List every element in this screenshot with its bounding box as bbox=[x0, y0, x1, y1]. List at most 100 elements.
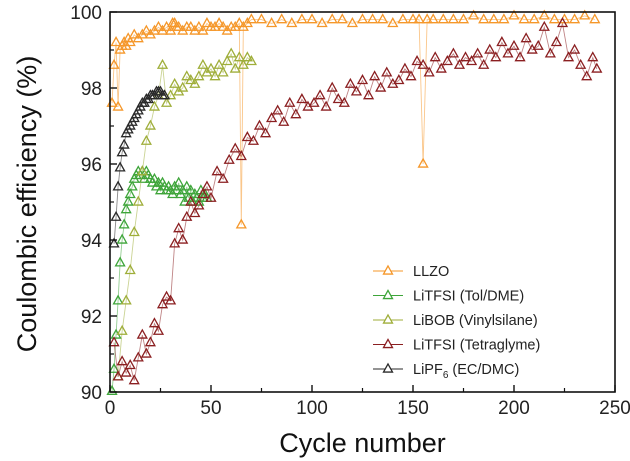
data-point-llzo-100 bbox=[306, 13, 318, 24]
data-point-llzo-230 bbox=[568, 13, 581, 24]
data-point-llzo-175 bbox=[457, 13, 470, 24]
data-point-litfsi-tetraglyme-65 bbox=[235, 150, 247, 161]
data-point-llzo-145 bbox=[397, 13, 409, 24]
data-point-litfsi-tetraglyme-206 bbox=[520, 32, 532, 43]
data-point-litfsi-tetraglyme-221 bbox=[550, 36, 563, 47]
data-point-llzo-240 bbox=[589, 13, 601, 24]
data-point-litfsi-tetraglyme-92 bbox=[290, 108, 302, 119]
data-point-litfsi-tetraglyme-10 bbox=[124, 359, 136, 370]
data-point-litfsi-tetraglyme-119 bbox=[344, 77, 356, 88]
data-point-llzo-140 bbox=[387, 17, 399, 28]
data-point-litfsi-tetraglyme-12 bbox=[128, 374, 140, 385]
data-point-litfsi-tol-dme-6 bbox=[116, 233, 128, 244]
data-point-litfsi-tetraglyme-77 bbox=[259, 127, 272, 138]
data-point-libob-vinylsilane-38 bbox=[181, 70, 193, 81]
legend-label-text: LiTFSI (Tol/DME) bbox=[413, 289, 524, 305]
data-point-libob-vinylsilane-68 bbox=[241, 51, 253, 62]
data-point-llzo-18 bbox=[140, 24, 152, 35]
data-point-litfsi-tetraglyme-167 bbox=[441, 55, 453, 66]
data-point-litfsi-tol-dme-4 bbox=[112, 294, 124, 305]
data-point-litfsi-tol-dme-9 bbox=[122, 195, 134, 206]
data-point-litfsi-tetraglyme-200 bbox=[508, 39, 520, 50]
data-point-lipf6-ec-dmc-5 bbox=[114, 161, 126, 172]
data-point-llzo-170 bbox=[447, 13, 460, 24]
data-point-llzo-56 bbox=[217, 20, 229, 31]
legend-swatch-marker bbox=[382, 362, 394, 373]
data-point-litfsi-tetraglyme-215 bbox=[538, 20, 550, 31]
data-point-litfsi-tol-dme-10 bbox=[124, 188, 136, 199]
data-point-litfsi-tetraglyme-22 bbox=[148, 317, 161, 328]
data-point-litfsi-tetraglyme-104 bbox=[314, 89, 326, 100]
data-point-libob-vinylsilane-60 bbox=[225, 47, 237, 58]
data-point-litfsi-tetraglyme-68 bbox=[241, 131, 253, 142]
data-point-litfsi-tetraglyme-197 bbox=[502, 47, 514, 58]
legend: LLZO LiTFSI (Tol/DME) LiBOB (Vinylsilane) L… bbox=[373, 264, 540, 381]
data-point-litfsi-tetraglyme-4 bbox=[112, 370, 124, 381]
data-point-litfsi-tetraglyme-146 bbox=[399, 62, 411, 73]
data-point-llzo-40 bbox=[185, 20, 197, 31]
data-point-libob-vinylsilane-46 bbox=[197, 58, 209, 69]
data-point-llzo-157 bbox=[421, 13, 433, 24]
data-point-litfsi-tetraglyme-14 bbox=[132, 351, 144, 362]
data-point-llzo-235 bbox=[579, 9, 591, 20]
data-point-litfsi-tetraglyme-2 bbox=[108, 336, 120, 347]
data-point-litfsi-tetraglyme-110 bbox=[326, 81, 338, 92]
data-point-litfsi-tetraglyme-6 bbox=[116, 355, 128, 366]
data-point-litfsi-tetraglyme-20 bbox=[144, 336, 157, 347]
data-point-libob-vinylsilane-62 bbox=[229, 62, 241, 73]
legend-label: LiTFSI (Tetraglyme) bbox=[413, 338, 540, 354]
y-tick-label-92: 92 bbox=[81, 307, 102, 328]
data-point-libob-vinylsilane-70 bbox=[245, 55, 258, 66]
data-point-litfsi-tetraglyme-170 bbox=[447, 47, 460, 58]
data-point-litfsi-tetraglyme-239 bbox=[587, 51, 599, 62]
legend-swatch-marker bbox=[382, 313, 394, 324]
data-point-litfsi-tetraglyme-149 bbox=[405, 70, 417, 81]
series-litfsi-tol-dme bbox=[106, 165, 213, 395]
data-point-llzo-85 bbox=[276, 13, 288, 24]
plot-area bbox=[106, 9, 603, 395]
data-point-litfsi-tetraglyme-74 bbox=[253, 119, 266, 130]
legend-item-litfsi-tol-dme: LiTFSI (Tol/DME) bbox=[373, 289, 524, 305]
data-point-litfsi-tetraglyme-137 bbox=[381, 66, 393, 77]
data-point-litfsi-tetraglyme-38 bbox=[181, 210, 193, 221]
data-point-litfsi-tetraglyme-161 bbox=[429, 51, 441, 62]
data-point-litfsi-tetraglyme-48 bbox=[201, 180, 213, 191]
data-point-litfsi-tetraglyme-30 bbox=[164, 294, 177, 305]
data-point-litfsi-tetraglyme-176 bbox=[459, 51, 472, 62]
data-point-llzo-120 bbox=[346, 17, 359, 28]
data-point-litfsi-tol-dme-8 bbox=[120, 203, 132, 214]
data-point-llzo-165 bbox=[437, 13, 449, 24]
data-point-libob-vinylsilane-42 bbox=[189, 77, 201, 88]
data-point-litfsi-tol-dme-2 bbox=[108, 362, 120, 373]
data-point-litfsi-tetraglyme-101 bbox=[308, 96, 320, 107]
legend-label: LiPF6 (EC/DMC) bbox=[413, 362, 519, 381]
legend-item-litfsi-tetraglyme: LiTFSI (Tetraglyme) bbox=[373, 338, 540, 354]
data-point-litfsi-tetraglyme-71 bbox=[247, 134, 260, 145]
data-point-libob-vinylsilane-8 bbox=[120, 294, 132, 305]
data-point-litfsi-tetraglyme-56 bbox=[217, 172, 229, 183]
legend-swatch-marker bbox=[382, 289, 394, 300]
data-point-litfsi-tetraglyme-32 bbox=[169, 237, 181, 248]
data-point-litfsi-tetraglyme-62 bbox=[229, 142, 241, 153]
data-point-llzo-105 bbox=[316, 17, 328, 28]
x-tick-label-0: 0 bbox=[105, 398, 116, 419]
data-point-litfsi-tetraglyme-40 bbox=[185, 195, 197, 206]
y-tick-label-90: 90 bbox=[81, 383, 102, 404]
x-tick-label-200: 200 bbox=[498, 398, 530, 419]
data-point-llzo-46 bbox=[197, 24, 209, 35]
x-tick-label-50: 50 bbox=[200, 398, 221, 419]
data-point-litfsi-tol-dme-34 bbox=[173, 176, 185, 187]
data-point-litfsi-tetraglyme-143 bbox=[393, 74, 405, 85]
data-point-lipf6-ec-dmc-2 bbox=[108, 237, 120, 248]
legend-label-subscript: 6 bbox=[443, 370, 449, 381]
data-point-lipf6-ec-dmc-27 bbox=[158, 89, 171, 100]
data-point-libob-vinylsilane-26 bbox=[156, 58, 169, 69]
data-point-llzo-160 bbox=[427, 13, 439, 24]
data-point-llzo-64 bbox=[233, 17, 245, 28]
data-point-libob-vinylsilane-44 bbox=[193, 70, 205, 81]
data-point-libob-vinylsilane-14 bbox=[132, 195, 144, 206]
data-point-libob-vinylsilane-10 bbox=[124, 264, 136, 275]
data-point-llzo-210 bbox=[528, 13, 540, 24]
series-line-libob-vinylsilane bbox=[117, 52, 252, 377]
